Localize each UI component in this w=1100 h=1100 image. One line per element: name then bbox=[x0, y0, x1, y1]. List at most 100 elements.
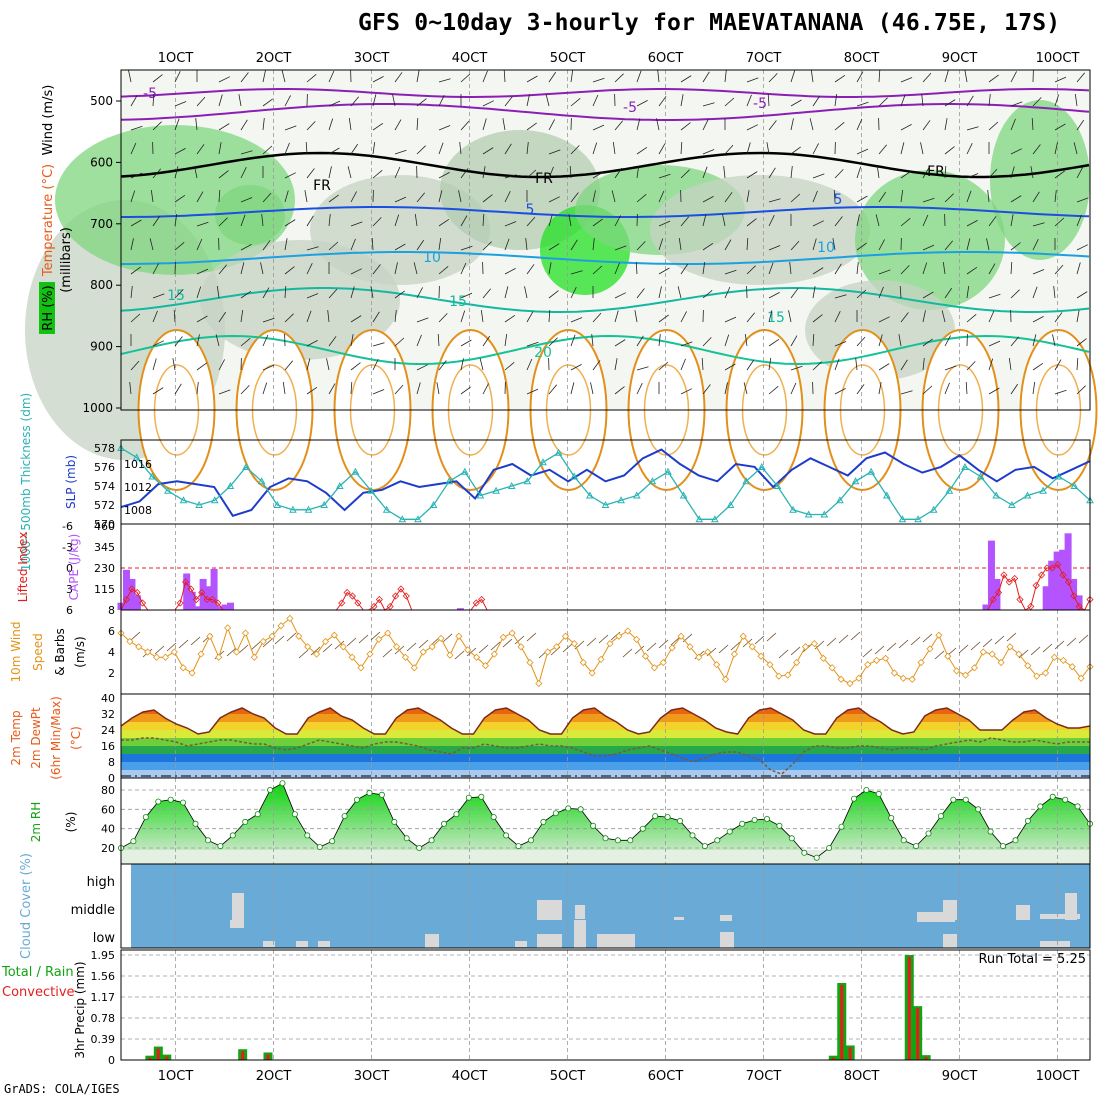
wind-barb bbox=[150, 190, 154, 203]
thickness-marker bbox=[414, 515, 422, 523]
precip-legend-total: Total / Rain bbox=[1, 965, 74, 980]
li-marker bbox=[1032, 581, 1040, 590]
wind-barb bbox=[592, 77, 605, 83]
wind-barb bbox=[174, 289, 184, 299]
x-tick-label-top: 5OCT bbox=[550, 51, 586, 66]
wind-barb bbox=[152, 293, 165, 299]
wind-barb bbox=[834, 311, 841, 323]
wind-barb bbox=[789, 262, 792, 275]
wind-barb bbox=[570, 239, 578, 251]
wind-barb bbox=[922, 358, 925, 371]
li-marker bbox=[391, 592, 400, 600]
wind-barb bbox=[878, 191, 887, 203]
wind-speed-marker bbox=[970, 664, 978, 672]
wind-barb bbox=[240, 244, 252, 251]
thickness-marker bbox=[898, 515, 907, 523]
wind-barb bbox=[548, 290, 559, 299]
wind-barb bbox=[658, 314, 669, 323]
wind-barb bbox=[196, 286, 202, 299]
wind-barb bbox=[965, 381, 968, 395]
wind-barb bbox=[438, 360, 447, 371]
cape-bar bbox=[982, 604, 990, 610]
wind-barb bbox=[680, 358, 686, 371]
wind-barb bbox=[592, 171, 604, 179]
wind-barb bbox=[1054, 264, 1064, 275]
wind-barb bbox=[636, 166, 640, 179]
wind-barb bbox=[702, 71, 710, 83]
li-tick-label: 0 bbox=[66, 562, 73, 575]
rh-marker bbox=[503, 832, 510, 839]
wind-barb bbox=[548, 337, 558, 347]
wind-barb bbox=[460, 358, 464, 371]
cape-li-panel bbox=[120, 523, 1091, 611]
thickness-marker bbox=[914, 515, 922, 523]
cloud-bar bbox=[318, 941, 330, 947]
wind-barb bbox=[1054, 123, 1066, 131]
precip-convective-bar bbox=[241, 1051, 245, 1060]
wind-barb bbox=[812, 220, 824, 227]
thickness-marker bbox=[851, 477, 860, 485]
thickness-marker bbox=[476, 491, 485, 499]
wind-barb bbox=[174, 118, 180, 131]
wind-barb bbox=[194, 166, 198, 179]
wind-barb bbox=[1076, 197, 1089, 203]
wind-barb bbox=[702, 149, 715, 155]
wind-barb bbox=[636, 366, 649, 371]
wind-barb bbox=[658, 361, 669, 371]
thickness-marker bbox=[789, 505, 797, 513]
wind-barb bbox=[460, 73, 471, 83]
wind-barb bbox=[372, 311, 380, 323]
wind-barb bbox=[196, 221, 209, 227]
li-tick-label: 3 bbox=[66, 583, 73, 596]
wind-barb bbox=[966, 361, 976, 371]
wind-barb bbox=[1032, 191, 1040, 203]
surface-wind-barb bbox=[718, 644, 729, 654]
surface-wind-barb bbox=[790, 646, 801, 656]
wind-barb bbox=[1010, 148, 1022, 155]
cape-bar bbox=[128, 578, 136, 610]
wind-barb bbox=[746, 190, 750, 203]
wind-speed-marker bbox=[588, 669, 596, 677]
wind-barb bbox=[260, 262, 264, 275]
wind-barb bbox=[788, 310, 792, 323]
wind-barb bbox=[834, 263, 842, 275]
wind-barb bbox=[130, 219, 142, 227]
wind-barb bbox=[878, 316, 890, 323]
wind-barb bbox=[1010, 195, 1022, 203]
thickness-marker bbox=[273, 500, 282, 508]
wind-barb bbox=[898, 334, 902, 347]
wind-barb bbox=[900, 217, 911, 227]
wind-barb bbox=[724, 192, 733, 203]
wind-barb bbox=[988, 358, 994, 371]
wind-barb bbox=[438, 95, 445, 107]
wind-barb bbox=[328, 214, 331, 227]
wind-speed-marker bbox=[624, 627, 632, 635]
rh-marker bbox=[739, 820, 746, 827]
wind-barb bbox=[350, 268, 362, 275]
wind-barb bbox=[658, 267, 670, 275]
cloud-level-middle: middle bbox=[71, 903, 115, 918]
temp-axis-label-line4: (°C) bbox=[69, 726, 83, 750]
rh-shade bbox=[200, 240, 400, 360]
wind-barb bbox=[306, 168, 315, 179]
wind-speed-marker bbox=[775, 672, 783, 680]
wind-barb bbox=[328, 241, 339, 251]
li-marker bbox=[375, 595, 383, 604]
thickness-marker bbox=[1070, 481, 1079, 489]
cape-bar bbox=[210, 568, 218, 610]
rh-tick-label: 80 bbox=[101, 784, 115, 797]
rh-area bbox=[121, 783, 1090, 858]
wind-barb bbox=[215, 334, 220, 347]
rh-marker bbox=[366, 789, 373, 796]
wind-barb bbox=[306, 358, 311, 371]
wind-barb bbox=[570, 364, 582, 371]
wind-barb bbox=[240, 72, 249, 83]
li-marker bbox=[198, 588, 206, 597]
wind-barb bbox=[942, 262, 946, 275]
wind-barb bbox=[790, 382, 797, 395]
rh-marker bbox=[204, 837, 211, 844]
wind-barb bbox=[988, 216, 997, 227]
li-marker bbox=[1016, 595, 1024, 604]
thickness-marker bbox=[992, 491, 1001, 499]
x-tick-label-bottom: 9OCT bbox=[942, 1069, 978, 1084]
